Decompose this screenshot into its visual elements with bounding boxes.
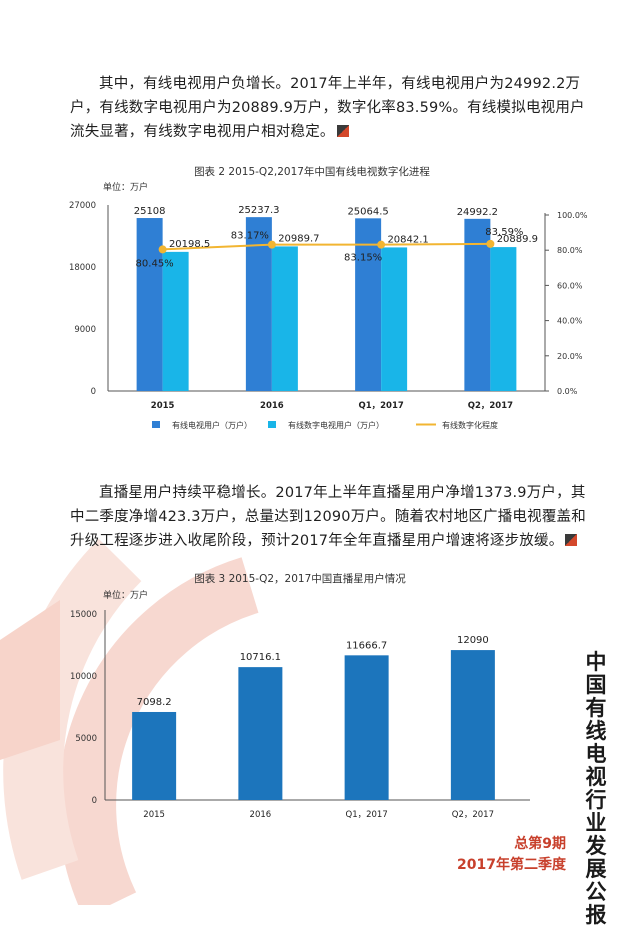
paragraph-dbs-users: 直播星用户持续平稳增长。2017年上半年直播星用户净增1373.9万户，其中二季… <box>70 481 590 553</box>
decorative-background-arcs <box>0 538 259 905</box>
vertical-title-char: 有 <box>585 695 607 720</box>
paragraph-cable-users: 其中，有线电视用户负增长。2017年上半年，有线电视用户为24992.2万户，有… <box>70 72 590 144</box>
vertical-publication-title: 中国有线电视行业发展公报 <box>578 650 614 926</box>
vertical-title-char: 视 <box>585 764 607 789</box>
vertical-title-char: 业 <box>585 810 607 835</box>
paragraph-end-mark-icon <box>565 534 578 546</box>
paragraph-end-mark-icon <box>336 125 349 137</box>
vertical-title-char: 国 <box>585 672 607 697</box>
vertical-title-char: 电 <box>585 741 607 766</box>
paragraph-cable-users-text: 其中，有线电视用户负增长。2017年上半年，有线电视用户为24992.2万户，有… <box>70 76 585 140</box>
paragraph-dbs-users-text: 直播星用户持续平稳增长。2017年上半年直播星用户净增1373.9万户，其中二季… <box>70 485 586 549</box>
vertical-title-char: 报 <box>585 902 607 927</box>
vertical-title-char: 公 <box>585 879 607 904</box>
vertical-title-char: 发 <box>585 833 607 858</box>
vertical-title-char: 展 <box>585 856 607 881</box>
issue-number: 总第9期 <box>514 836 566 852</box>
vertical-title-char: 行 <box>585 787 607 812</box>
vertical-title-char: 中 <box>585 649 607 674</box>
vertical-title-char: 线 <box>585 718 607 743</box>
issue-quarter: 2017年第二季度 <box>457 857 566 873</box>
